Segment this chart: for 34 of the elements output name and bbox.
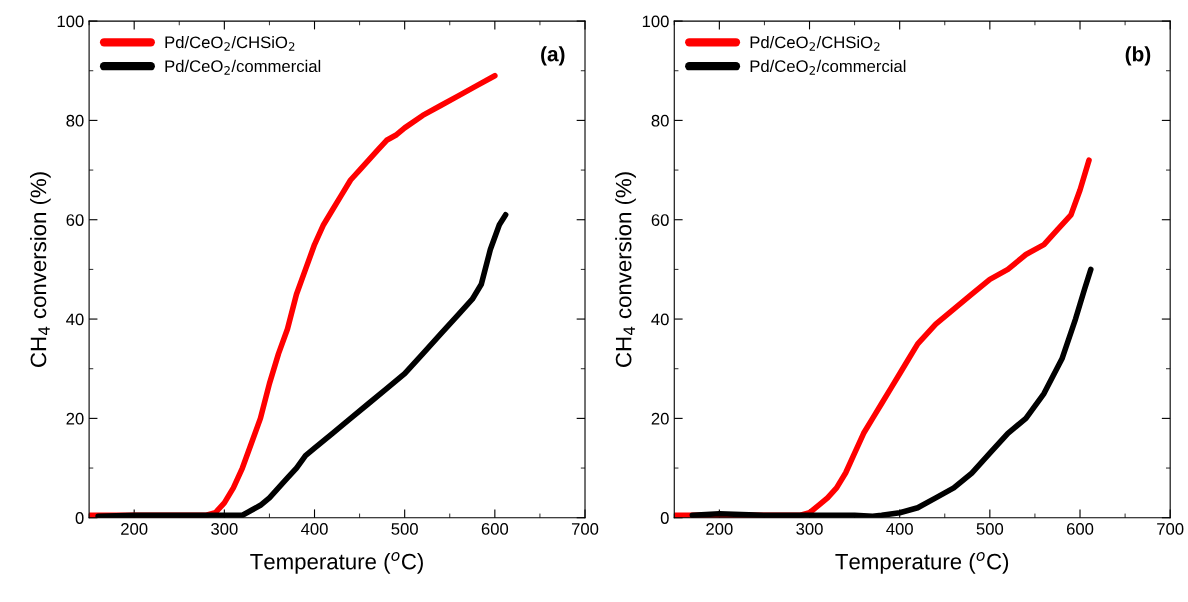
y-tick-label: 80 <box>66 114 84 127</box>
x-tick-label: 400 <box>300 523 328 535</box>
annotation: (b) <box>1125 46 1151 66</box>
y-tick-label: 40 <box>651 313 669 326</box>
y-tick-label: 40 <box>66 313 84 326</box>
x-tick-label: 300 <box>211 523 238 535</box>
x-tick-label: 300 <box>796 523 823 535</box>
y-tick-label: 20 <box>651 412 669 425</box>
x-axis-title: Temperature ($^{o}$C) <box>835 552 1009 574</box>
y-axis-title: CH$_{4}$ conversion (%) <box>615 172 636 367</box>
annotation: (a) <box>541 46 565 66</box>
legend-label: Pd/CeO$_{2}$/CHSiO$_{2}$ <box>750 35 880 51</box>
x-tick-label: 700 <box>1157 523 1184 535</box>
y-tick-label: 0 <box>660 512 669 524</box>
legend-label: Pd/CeO$_{2}$/commercial <box>165 59 321 75</box>
x-tick-label: 500 <box>391 523 418 535</box>
y-tick-label: 0 <box>75 512 84 524</box>
y-tick-label: 60 <box>66 214 84 226</box>
y-axis-title: CH$_{4}$ conversion (%) <box>29 172 51 367</box>
x-tick-label: 200 <box>706 523 733 535</box>
x-tick-label: 200 <box>121 523 148 535</box>
x-axis-title: Temperature ($^{o}$C) <box>250 552 423 574</box>
y-tick-label: 80 <box>651 114 669 127</box>
x-tick-label: 400 <box>886 523 913 535</box>
x-tick-label: 500 <box>976 523 1004 535</box>
x-tick-label: 700 <box>571 523 599 535</box>
x-tick-label: 600 <box>481 523 509 535</box>
y-tick-label: 100 <box>57 15 84 28</box>
legend-label: Pd/CeO$_{2}$/CHSiO$_{2}$ <box>165 35 295 51</box>
legend-label: Pd/CeO$_{2}$/commercial <box>750 59 906 75</box>
y-tick-label: 20 <box>66 412 84 425</box>
y-tick-label: 100 <box>642 15 669 28</box>
x-tick-label: 600 <box>1066 523 1094 535</box>
y-tick-label: 60 <box>651 214 669 226</box>
